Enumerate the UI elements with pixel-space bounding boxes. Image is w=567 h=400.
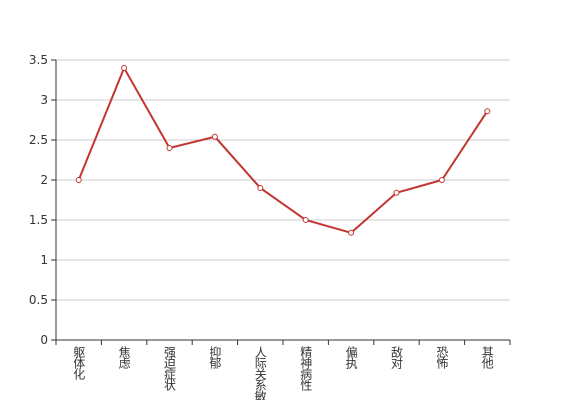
y-tick-label: 2.5 [29,133,48,147]
y-tick-label: 3 [40,93,48,107]
point [484,108,491,115]
x-tick-label: 敌对 [390,345,404,369]
x-tick-label: 偏执 [344,345,358,370]
point [257,185,264,191]
x-tick-label: 焦虑 [117,346,131,369]
x-tick-label: 其他 [480,346,494,369]
x-tick-label: 强迫症状 [163,346,177,391]
x-tick-label: 恐怖 [435,346,449,369]
x-tick-label: 人际关系敏感 [253,346,267,400]
point [438,177,445,183]
point [348,229,355,236]
y-tick-label: 2 [40,173,48,187]
y-tick-label: 1 [40,253,48,267]
point [121,65,128,71]
x-tick-label: 精神病性 [299,346,313,392]
y-tick-label: 0.5 [29,293,48,307]
y-tick-label: 0 [40,333,48,347]
y-tick-label: 3.5 [29,53,48,67]
point [166,145,173,151]
line [77,65,489,234]
point [75,177,82,183]
y-tick-label: 1.5 [29,213,48,227]
point [211,133,218,140]
x-tick-label: 躯体化 [72,345,86,381]
point [393,189,400,196]
x-tick-label: 抑郁 [208,345,222,370]
point [302,217,309,223]
